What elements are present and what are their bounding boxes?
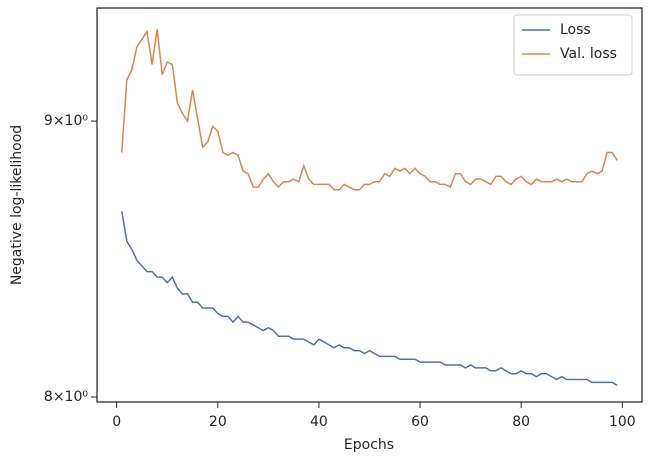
x-tick-label: 60 xyxy=(411,414,429,430)
legend-label: Val. loss xyxy=(560,46,617,62)
x-axis-label: Epochs xyxy=(344,437,394,453)
series-line xyxy=(121,211,618,386)
x-tick-label: 100 xyxy=(609,414,636,430)
legend: Loss Val. loss xyxy=(513,14,633,76)
x-tick-label: 80 xyxy=(512,414,530,430)
x-tick-label: 20 xyxy=(209,414,227,430)
y-tick-label: 8×10⁰ xyxy=(44,389,88,405)
x-tick-label: 40 xyxy=(310,414,328,430)
plot-frame xyxy=(96,7,643,403)
x-tick-label: 0 xyxy=(112,414,121,430)
series-line xyxy=(121,29,618,191)
y-tick-label: 9×10⁰ xyxy=(44,113,88,129)
y-axis-label: Negative log-likelihood xyxy=(9,125,25,285)
legend-label: Loss xyxy=(560,22,591,38)
